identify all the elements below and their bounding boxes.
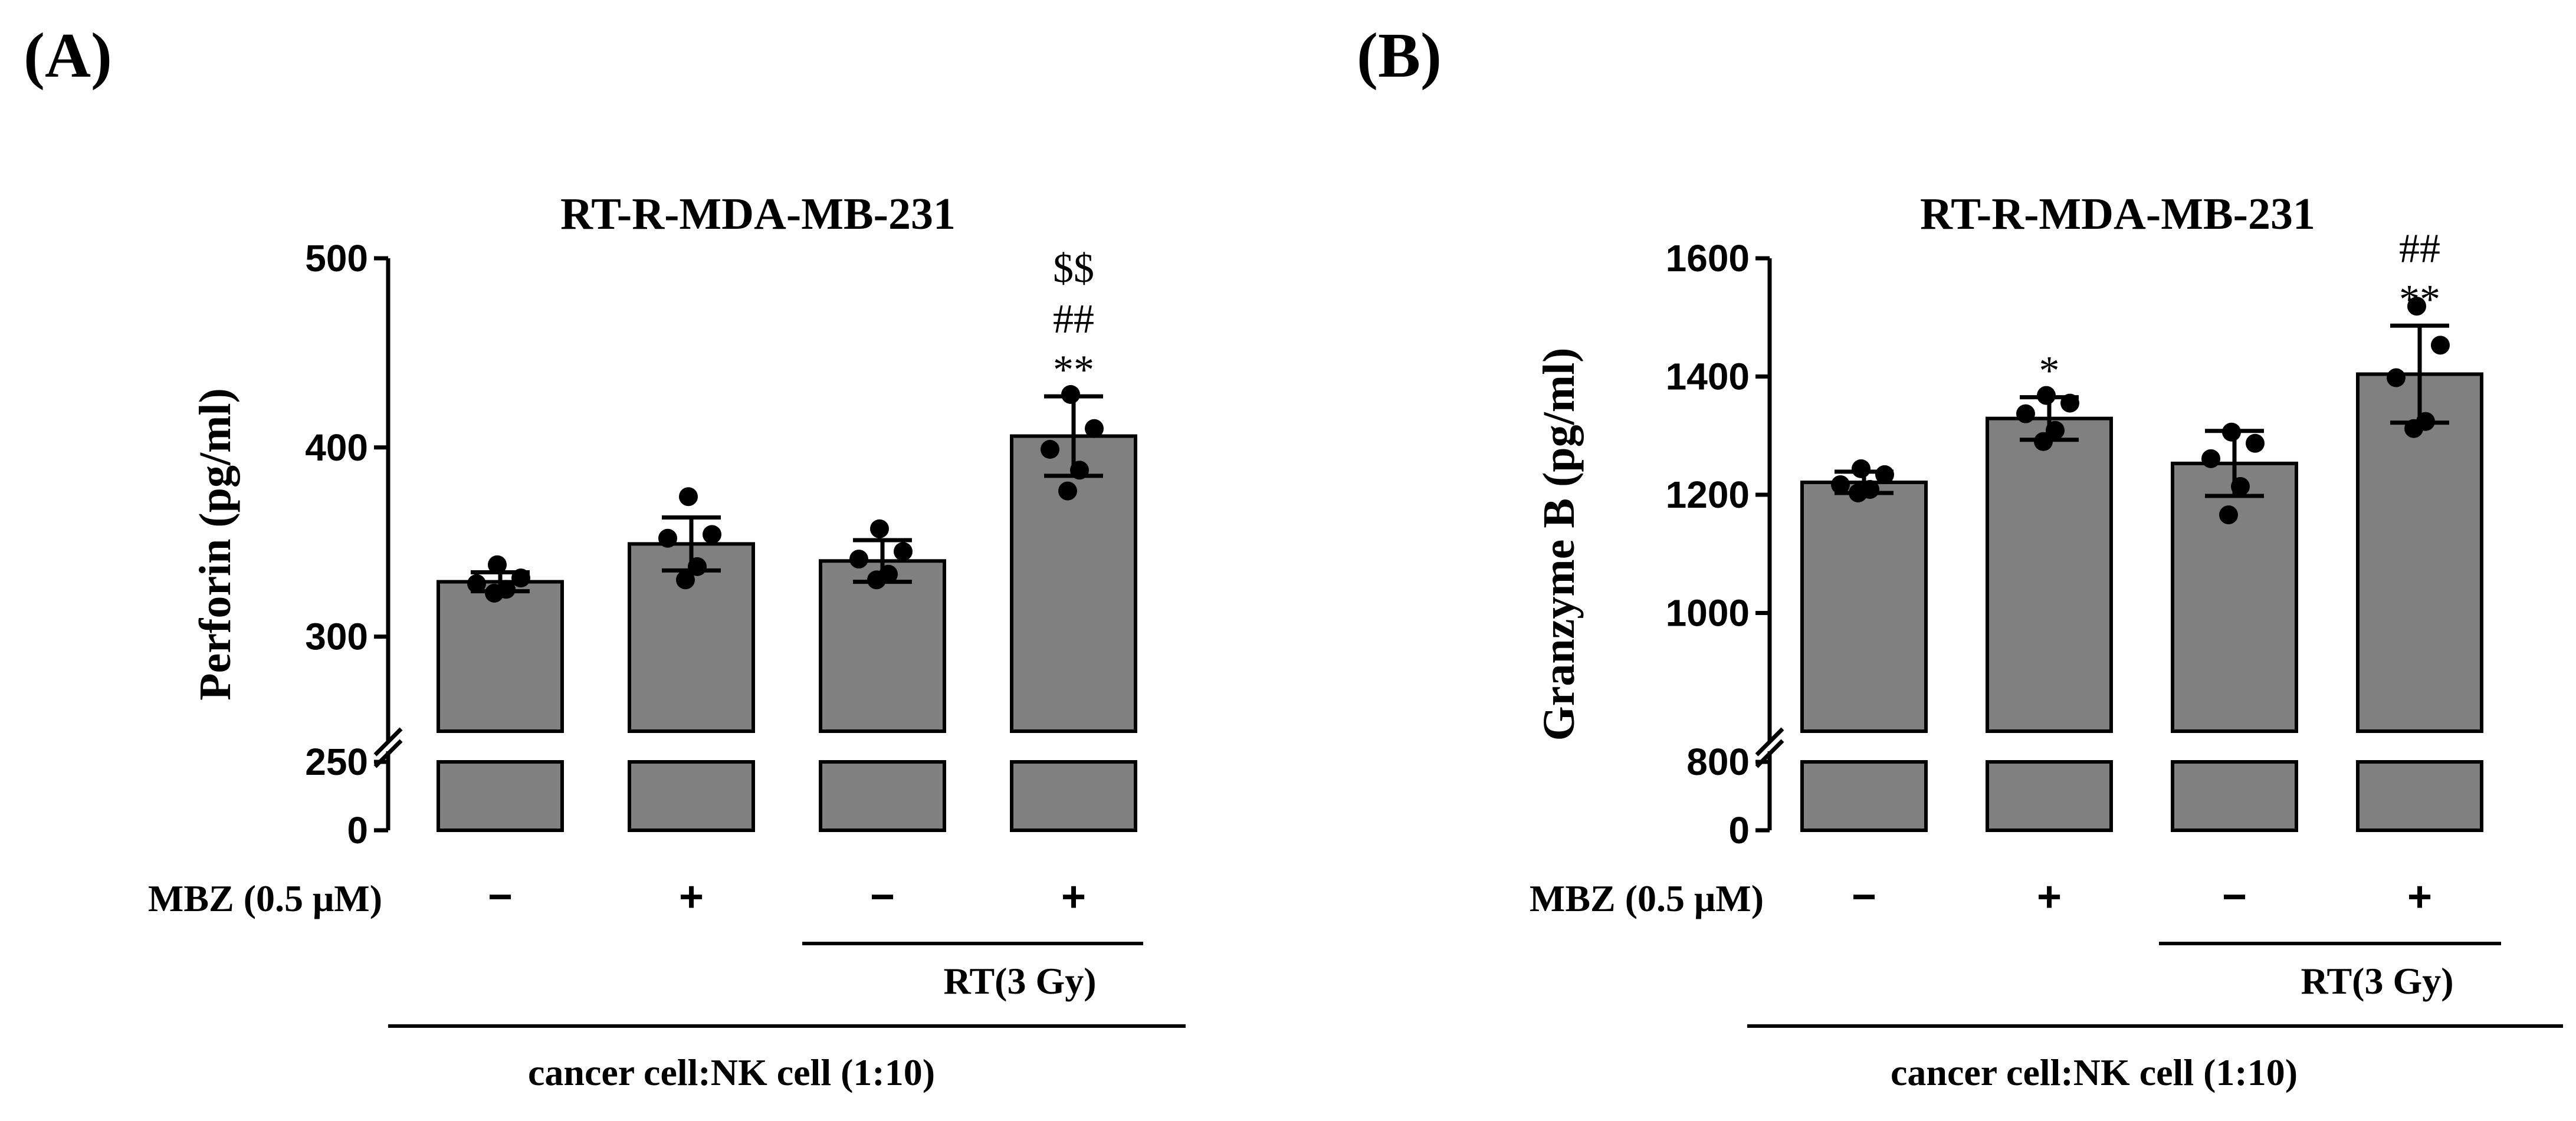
treatment-sign: − (2222, 873, 2247, 921)
bar (1010, 434, 1137, 733)
chart-panel-1: (A) RT-R-MDA-MB-231 Perforin (pg/ml) 300 400… (24, 21, 1186, 1093)
axis-break-mark (1755, 727, 1784, 757)
bar-lower (628, 760, 755, 832)
treatment-sign: − (1852, 873, 1876, 921)
y-tick-label: 1600 (1666, 237, 1750, 280)
treatment-sign: + (2407, 873, 2432, 921)
axis-break-mark (373, 727, 403, 757)
treatment-sign: − (870, 873, 895, 921)
y-tick-label: 800 (1686, 741, 1750, 783)
y-tick-label: 250 (305, 741, 368, 783)
y-axis-label: Perforin (pg/ml) (191, 388, 240, 701)
data-point (2404, 419, 2423, 438)
chart-title: RT-R-MDA-MB-231 (560, 189, 956, 239)
y-tick-label: 1000 (1666, 592, 1750, 635)
bar (437, 580, 564, 733)
data-point (2037, 386, 2056, 405)
data-point (867, 570, 886, 590)
bar-lower (1010, 760, 1137, 832)
y-tick-label: 500 (305, 237, 368, 280)
data-point (894, 542, 913, 561)
data-point (1852, 459, 1871, 478)
y-axis-label: Granzyme B (pg/ml) (1534, 347, 1584, 741)
bar-lower (2356, 760, 2483, 832)
y-tick-label: 0 (347, 809, 368, 852)
significance-label: ** (2399, 277, 2440, 322)
significance-label: * (2039, 349, 2060, 394)
panel-label: (A) (24, 21, 112, 91)
data-point (2431, 336, 2450, 355)
data-point (658, 528, 677, 548)
significance-label: ## (2399, 226, 2440, 271)
data-point (870, 519, 889, 538)
data-point (467, 574, 486, 593)
footer-label: cancer cell:NK cell (1:10) (1891, 1051, 2298, 1093)
treatment-sign: + (1061, 873, 1086, 921)
treatment-label: MBZ (0.5 μM) (148, 877, 382, 919)
bar (2171, 461, 2298, 733)
bar (1800, 480, 1928, 733)
bar-lower (2171, 760, 2298, 832)
data-point (1058, 481, 1077, 501)
y-tick-label: 300 (305, 616, 368, 658)
data-point (2034, 432, 2053, 451)
chart-title: RT-R-MDA-MB-231 (1920, 189, 2315, 239)
data-point (1041, 440, 1059, 459)
data-point (2407, 297, 2426, 316)
bar (819, 559, 946, 734)
data-point (676, 570, 695, 590)
chart-panel-2: (B) RT-R-MDA-MB-231 Granzyme B (pg/ml) 1000… (1357, 21, 2563, 1093)
significance-label: $$ (1053, 246, 1094, 291)
data-point (1061, 384, 1080, 404)
data-point (2201, 449, 2220, 468)
data-point (2046, 420, 2065, 440)
treatment-sign: + (679, 873, 704, 921)
data-point (1085, 419, 1104, 438)
significance-label: ## (1053, 297, 1094, 342)
y-tick-label: 400 (305, 426, 368, 469)
group-label: RT(3 Gy) (2301, 960, 2453, 1002)
data-point (2016, 404, 2035, 423)
y-tick-label: 1200 (1666, 474, 1750, 516)
group-label: RT(3 Gy) (943, 960, 1096, 1002)
data-point (2231, 476, 2250, 496)
treatment-sign: + (2037, 873, 2062, 921)
panel-label: (B) (1357, 21, 1442, 91)
data-point (2246, 433, 2265, 453)
treatment-label: MBZ (0.5 μM) (1530, 877, 1764, 919)
data-point (1831, 475, 1850, 494)
data-point (2387, 368, 2406, 387)
bar-lower (819, 760, 946, 832)
bar-lower (1986, 760, 2113, 832)
data-point (679, 487, 698, 507)
data-point (2222, 422, 2241, 442)
bar-lower (437, 760, 564, 832)
treatment-sign: − (488, 873, 513, 921)
data-point (2060, 393, 2079, 413)
data-point (1070, 461, 1089, 480)
bar-lower (1800, 760, 1928, 832)
data-point (1849, 483, 1868, 502)
data-point (849, 550, 868, 569)
data-point (2219, 505, 2238, 525)
y-tick-label: 1400 (1666, 356, 1750, 398)
data-point (488, 555, 507, 574)
data-point (688, 557, 707, 576)
footer-label: cancer cell:NK cell (1:10) (528, 1051, 935, 1093)
y-tick-label: 0 (1728, 809, 1750, 852)
data-point (703, 525, 721, 544)
significance-label: ** (1053, 347, 1094, 393)
data-point (1875, 465, 1894, 484)
bar (1986, 416, 2113, 733)
data-point (485, 583, 504, 603)
data-point (511, 568, 530, 588)
